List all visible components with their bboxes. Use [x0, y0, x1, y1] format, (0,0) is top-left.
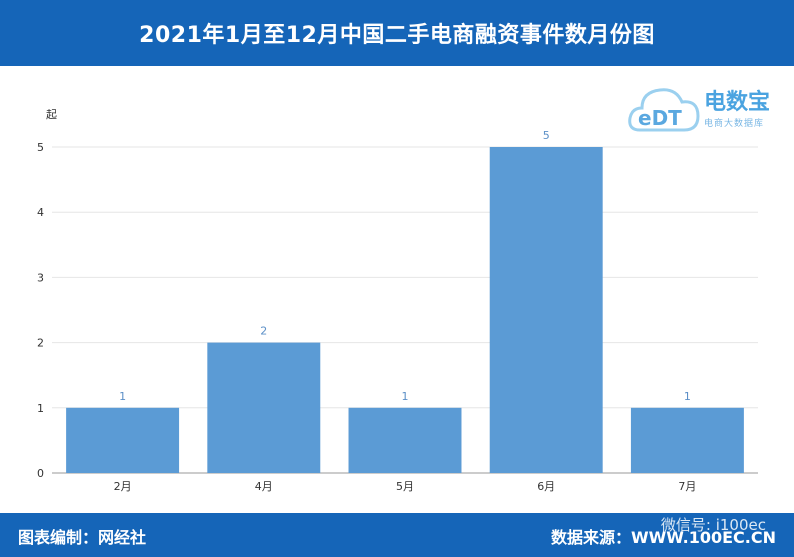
- logo-brand: 电数宝: [704, 90, 771, 115]
- header-bar: 2021年1月至12月中国二手电商融资事件数月份图: [0, 0, 794, 66]
- y-tick-label: 2: [37, 337, 44, 350]
- x-tick-label: 2月: [114, 480, 132, 493]
- value-label: 2: [260, 325, 267, 338]
- page-title: 2021年1月至12月中国二手电商融资事件数月份图: [139, 23, 655, 48]
- y-axis-label: 起: [46, 108, 57, 121]
- bars: [66, 147, 744, 473]
- x-tick-label: 4月: [255, 480, 273, 493]
- logo-subtitle: 电商大数据库: [704, 119, 765, 129]
- bar: [630, 407, 744, 473]
- x-tick-label: 7月: [678, 480, 696, 493]
- bar: [348, 407, 462, 473]
- value-labels: 1 2 1 5 1: [119, 129, 691, 403]
- bar-chart: 起 0 1 2 3 4 5 1 2 1 5 1 2月 4月 5月 6月 7月: [37, 108, 758, 493]
- footer-compiler: 图表编制：网经社: [18, 528, 147, 547]
- bar: [489, 147, 603, 473]
- y-tick-label: 4: [37, 206, 44, 219]
- cloud-logo-icon: eDT: [628, 88, 700, 132]
- x-tick-labels: 2月 4月 5月 6月 7月: [114, 480, 697, 493]
- value-label: 1: [684, 390, 691, 403]
- value-label: 1: [119, 390, 126, 403]
- wechat-watermark: 微信号: i100ec: [660, 516, 766, 534]
- value-label: 1: [402, 390, 409, 403]
- x-tick-label: 6月: [537, 480, 555, 493]
- x-tick-label: 5月: [396, 480, 414, 493]
- bar: [66, 407, 180, 473]
- y-tick-label: 1: [37, 402, 44, 415]
- logo: eDT 电数宝 电商大数据库: [622, 72, 792, 142]
- logo-mark-text: eDT: [638, 106, 682, 130]
- y-tick-label: 3: [37, 271, 44, 284]
- footer-source: 数据来源：WWW.100EC.CN: [550, 528, 776, 547]
- y-tick-label: 0: [37, 467, 44, 480]
- y-tick-labels: 0 1 2 3 4 5: [37, 141, 44, 480]
- value-label: 5: [543, 129, 550, 142]
- footer-bar: 图表编制：网经社 数据来源：WWW.100EC.CN: [0, 513, 794, 557]
- y-tick-label: 5: [37, 141, 44, 154]
- bar: [207, 342, 321, 473]
